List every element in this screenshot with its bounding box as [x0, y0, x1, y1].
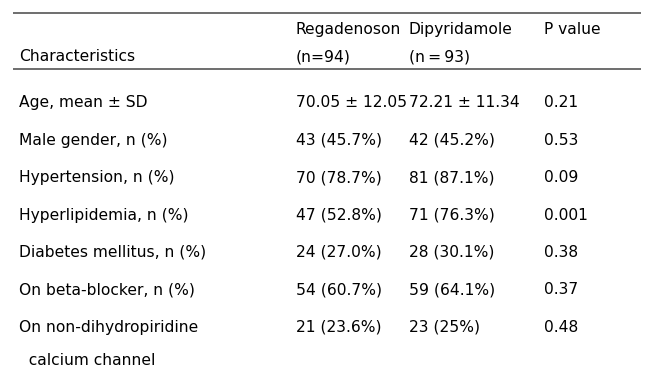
- Text: 0.38: 0.38: [543, 245, 577, 260]
- Text: (n = 93): (n = 93): [409, 49, 470, 64]
- Text: 0.001: 0.001: [543, 208, 587, 223]
- Text: Diabetes mellitus, n (%): Diabetes mellitus, n (%): [20, 245, 207, 260]
- Text: Dipyridamole: Dipyridamole: [409, 22, 513, 37]
- Text: 28 (30.1%): 28 (30.1%): [409, 245, 494, 260]
- Text: (n=94): (n=94): [296, 49, 351, 64]
- Text: 43 (45.7%): 43 (45.7%): [296, 133, 381, 148]
- Text: 47 (52.8%): 47 (52.8%): [296, 208, 381, 223]
- Text: P value: P value: [543, 22, 600, 37]
- Text: Hyperlipidemia, n (%): Hyperlipidemia, n (%): [20, 208, 189, 223]
- Text: Characteristics: Characteristics: [20, 49, 135, 64]
- Text: 59 (64.1%): 59 (64.1%): [409, 282, 494, 297]
- Text: 71 (76.3%): 71 (76.3%): [409, 208, 494, 223]
- Text: 70.05 ± 12.05: 70.05 ± 12.05: [296, 95, 407, 110]
- Text: Regadenoson: Regadenoson: [296, 22, 401, 37]
- Text: 24 (27.0%): 24 (27.0%): [296, 245, 381, 260]
- Text: 0.53: 0.53: [543, 133, 578, 148]
- Text: 42 (45.2%): 42 (45.2%): [409, 133, 494, 148]
- Text: 72.21 ± 11.34: 72.21 ± 11.34: [409, 95, 519, 110]
- Text: calcium channel: calcium channel: [20, 353, 156, 367]
- Text: 0.09: 0.09: [543, 170, 578, 185]
- Text: 0.48: 0.48: [543, 320, 578, 335]
- Text: 23 (25%): 23 (25%): [409, 320, 479, 335]
- Text: 81 (87.1%): 81 (87.1%): [409, 170, 494, 185]
- Text: Hypertension, n (%): Hypertension, n (%): [20, 170, 175, 185]
- Text: 54 (60.7%): 54 (60.7%): [296, 282, 381, 297]
- Text: Age, mean ± SD: Age, mean ± SD: [20, 95, 148, 110]
- Text: 21 (23.6%): 21 (23.6%): [296, 320, 381, 335]
- Text: On beta-blocker, n (%): On beta-blocker, n (%): [20, 282, 196, 297]
- Text: 70 (78.7%): 70 (78.7%): [296, 170, 381, 185]
- Text: 0.37: 0.37: [543, 282, 578, 297]
- Text: Male gender, n (%): Male gender, n (%): [20, 133, 168, 148]
- Text: On non-dihydropiridine: On non-dihydropiridine: [20, 320, 199, 335]
- Text: 0.21: 0.21: [543, 95, 577, 110]
